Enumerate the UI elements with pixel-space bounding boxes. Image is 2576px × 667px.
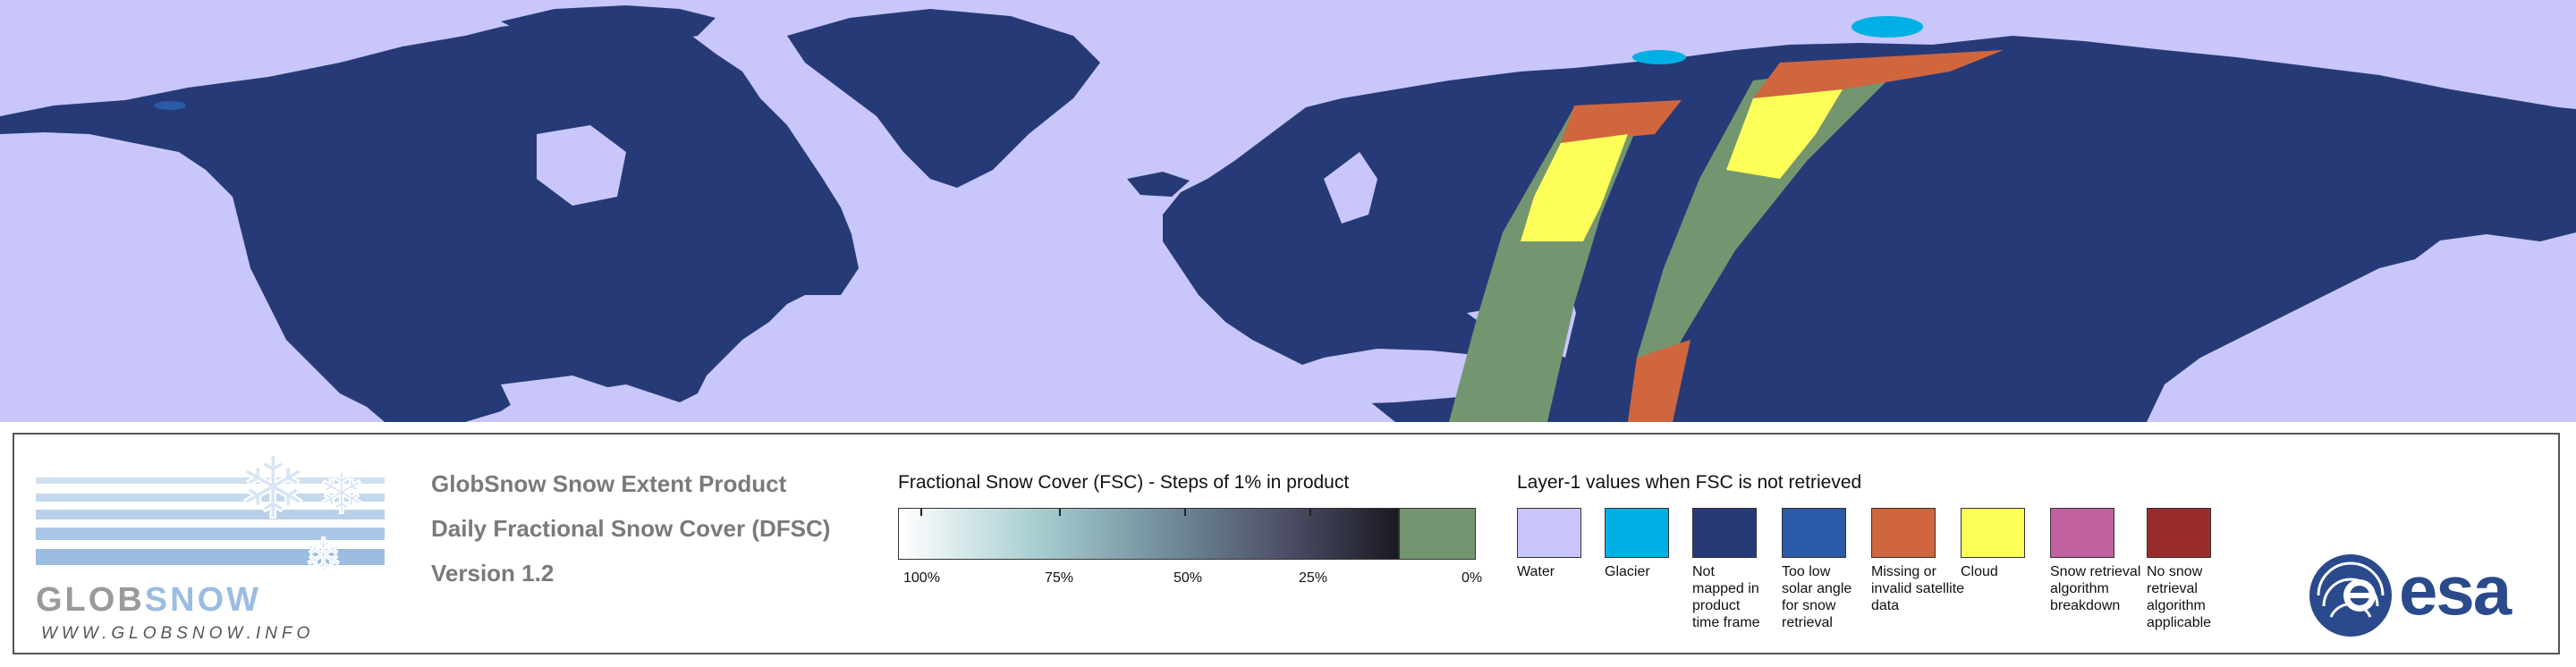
product-subtitle: Daily Fractional Snow Cover (DFSC) (431, 515, 831, 542)
snow-cover-map (0, 0, 2576, 422)
snowflake-icon: ❄ (318, 461, 366, 528)
fsc-tick-25: 25% (1299, 570, 1328, 586)
glacier-svalbard (1852, 16, 1923, 38)
fsc-tick-0: 0% (1462, 570, 1483, 586)
layer1-swatch-missing (1871, 508, 1936, 558)
swath-east-missing-bottom (1628, 340, 1690, 422)
layer1-label-glacier: Glacier (1605, 564, 1650, 579)
greenland-landmass (787, 9, 1100, 188)
swath-east-missing-top (1753, 50, 2004, 98)
fsc-tick-marks (920, 509, 1311, 516)
fsc-tick-100: 100% (903, 570, 940, 586)
logo-stripes: ❄ ❄ ❄ (36, 437, 385, 584)
esa-logo: esa (2306, 551, 2547, 640)
layer1-label-no-algorithm: No snow retrieval algorithm applicable (2147, 564, 2212, 630)
layer1-label-water: Water (1517, 564, 1555, 579)
layer1-swatch-algorithm-breakdown (2050, 508, 2114, 558)
layer1-label-algorithm-breakdown: Snow retrieval algorithm breakdown (2050, 564, 2141, 613)
layer1-swatch-glacier (1605, 508, 1669, 558)
layer1-label-low-solar: Too low solar angle for snow retrieval (1782, 564, 1852, 630)
esa-wordmark: esa (2399, 551, 2512, 629)
arctic-islands (501, 5, 716, 45)
snowflake-icon: ❄ (304, 529, 343, 583)
north-america-landmass (0, 16, 859, 422)
baltic-sea (1324, 152, 1377, 224)
swath-west-missing (1561, 100, 1682, 143)
globsnow-logo: ❄ ❄ ❄ GLOBSNOW WWW.GLOBSNOW.INFO (36, 437, 394, 643)
globsnow-wordmark: GLOBSNOW (36, 581, 261, 620)
snowflake-icon: ❄ (237, 451, 309, 538)
legend-panel: ❄ ❄ ❄ GLOBSNOW WWW.GLOBSNOW.INFO GlobSno… (13, 433, 2560, 654)
gulf-of-mexico (501, 376, 626, 422)
fsc-zero-swatch (1399, 508, 1476, 560)
glacier-alaska (154, 101, 186, 110)
hudson-bay (537, 125, 626, 206)
layer1-swatch-low-solar (1782, 508, 1846, 558)
wordmark-glob: GLOB (36, 581, 145, 619)
layer1-label-missing: Missing or invalid satellite data (1871, 564, 1965, 613)
swath-east-cloud (1726, 89, 1843, 179)
swath-west-cloud (1521, 134, 1628, 241)
fsc-tick-50: 50% (1174, 570, 1203, 586)
product-version: Version 1.2 (431, 560, 555, 587)
fsc-gradient-bar (898, 508, 1399, 560)
layer1-swatch-no-algorithm (2147, 508, 2211, 558)
layer1-swatch-not-mapped (1692, 508, 1757, 558)
east-asia-islands (2361, 152, 2487, 268)
layer1-heading: Layer-1 values when FSC is not retrieved (1517, 472, 1862, 493)
glacier-novaya-zemlya (1632, 50, 1686, 64)
fsc-tick-75: 75% (1045, 570, 1074, 586)
layer1-swatch-water (1517, 508, 1581, 558)
globsnow-url: WWW.GLOBSNOW.INFO (41, 624, 315, 643)
layer1-label-cloud: Cloud (1961, 564, 1998, 579)
iceland (1127, 172, 1190, 197)
esa-emblem-icon (2309, 554, 2392, 637)
layer1-swatch-cloud (1961, 508, 2025, 558)
product-title: GlobSnow Snow Extent Product (431, 470, 787, 497)
layer1-label-not-mapped: Not mapped in product time frame (1692, 564, 1760, 630)
map-canvas (0, 5, 2576, 422)
fsc-scale-heading: Fractional Snow Cover (FSC) - Steps of 1… (898, 472, 1350, 493)
wordmark-snow: SNOW (144, 581, 261, 619)
